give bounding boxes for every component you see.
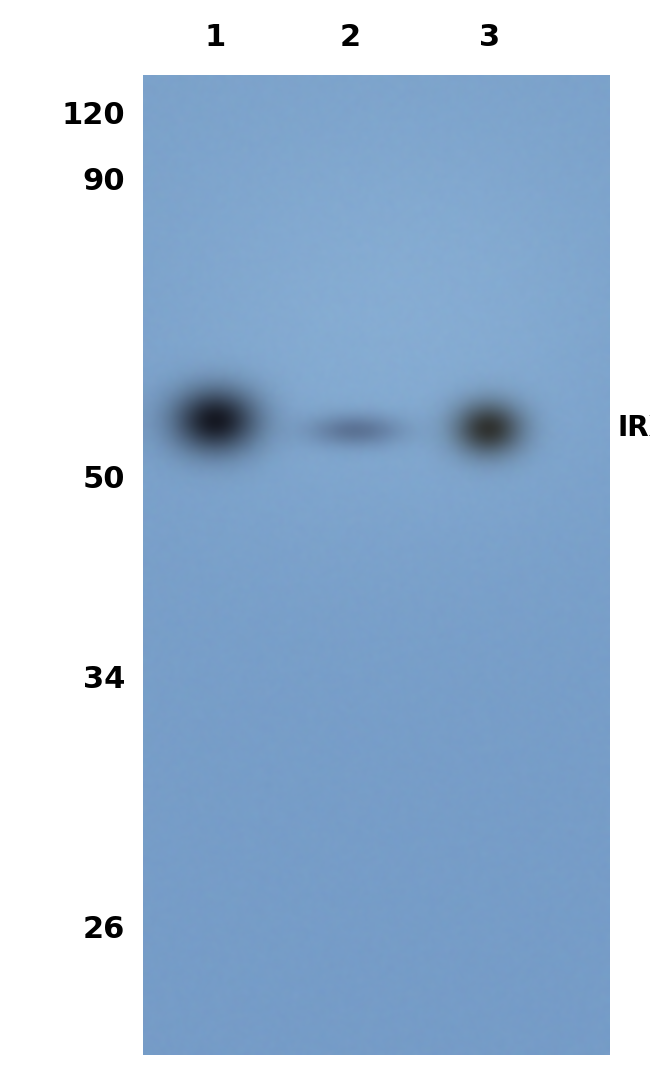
Text: 26: 26 [83, 916, 125, 945]
Text: 34: 34 [83, 665, 125, 694]
Text: 2: 2 [339, 24, 361, 52]
Text: 3: 3 [480, 24, 500, 52]
Text: 90: 90 [83, 167, 125, 196]
Text: IRX3: IRX3 [618, 414, 650, 442]
Text: 120: 120 [61, 101, 125, 129]
Text: 50: 50 [83, 465, 125, 495]
Text: 1: 1 [204, 24, 226, 52]
